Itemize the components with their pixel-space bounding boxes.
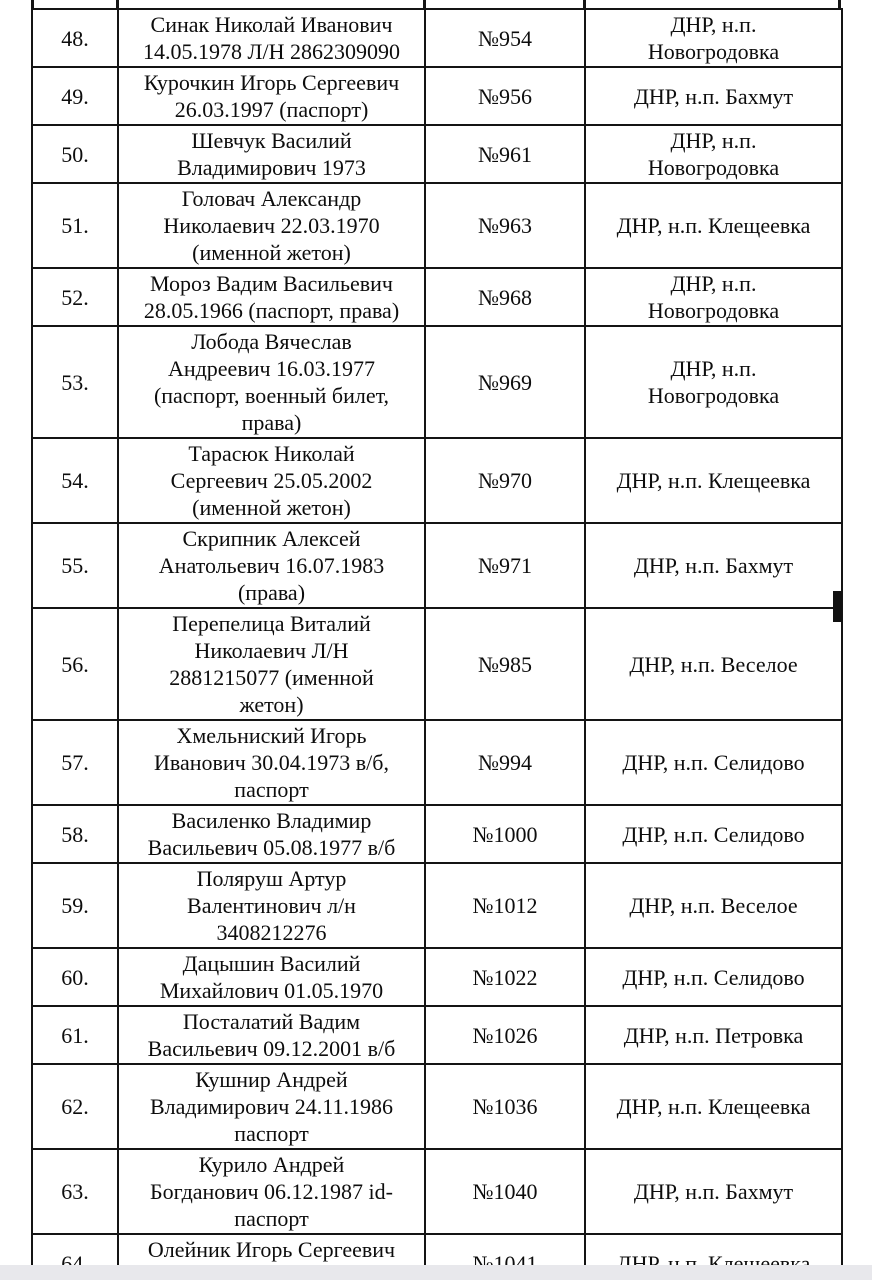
row-index-cell: 62. [31, 1063, 119, 1150]
table-row: 53. Лобода Вячеслав Андреевич 16.03.1977… [31, 325, 843, 439]
person-name-cell: Тарасюк Николай Сергеевич 25.05.2002 (им… [117, 437, 426, 524]
row-index-cell: 55. [31, 522, 119, 609]
table-row: 50. Шевчук Василий Владимирович 1973 №96… [31, 124, 843, 184]
location-cell: ДНР, н.п. Новогродовка [584, 325, 843, 439]
table-row: 52. Мороз Вадим Васильевич 28.05.1966 (п… [31, 267, 843, 327]
table-border-stub [838, 0, 841, 9]
record-number-cell: №1026 [424, 1005, 586, 1065]
row-index-cell: 50. [31, 124, 119, 184]
person-name-cell: Кушнир Андрей Владимирович 24.11.1986 па… [117, 1063, 426, 1150]
table-row: 59. Поляруш Артур Валентинович л/н 34082… [31, 862, 843, 949]
table-border-stub [116, 0, 119, 9]
scan-ink-blot [833, 591, 842, 622]
row-index-cell: 63. [31, 1148, 119, 1235]
table-row: 60. Дацышин Василий Михайлович 01.05.197… [31, 947, 843, 1007]
table-row: 57. Хмельниский Игорь Иванович 30.04.197… [31, 719, 843, 806]
person-name-cell: Синак Николай Иванович 14.05.1978 Л/Н 28… [117, 8, 426, 68]
location-cell: ДНР, н.п. Новогродовка [584, 124, 843, 184]
record-number-cell: №954 [424, 8, 586, 68]
row-index-cell: 56. [31, 607, 119, 721]
record-number-cell: №1022 [424, 947, 586, 1007]
record-number-cell: №1036 [424, 1063, 586, 1150]
location-cell: ДНР, н.п. Веселое [584, 607, 843, 721]
record-number-cell: №985 [424, 607, 586, 721]
person-name-cell: Лобода Вячеслав Андреевич 16.03.1977 (па… [117, 325, 426, 439]
record-number-cell: №994 [424, 719, 586, 806]
record-number-cell: №963 [424, 182, 586, 269]
row-index-cell: 58. [31, 804, 119, 864]
location-cell: ДНР, н.п. Клещеевка [584, 437, 843, 524]
location-cell: ДНР, н.п. Селидово [584, 804, 843, 864]
row-index-cell: 57. [31, 719, 119, 806]
person-name-cell: Дацышин Василий Михайлович 01.05.1970 [117, 947, 426, 1007]
table-border-stub [31, 0, 34, 9]
location-cell: ДНР, н.п. Новогродовка [584, 8, 843, 68]
table-row: 61. Посталатий Вадим Васильевич 09.12.20… [31, 1005, 843, 1065]
row-index-cell: 54. [31, 437, 119, 524]
record-number-cell: №956 [424, 66, 586, 126]
person-name-cell: Василенко Владимир Васильевич 05.08.1977… [117, 804, 426, 864]
row-index-cell: 49. [31, 66, 119, 126]
location-cell: ДНР, н.п. Бахмут [584, 522, 843, 609]
person-name-cell: Поляруш Артур Валентинович л/н 340821227… [117, 862, 426, 949]
table-border-stub [583, 0, 586, 9]
row-index-cell: 51. [31, 182, 119, 269]
location-cell: ДНР, н.п. Клещеевка [584, 182, 843, 269]
location-cell: ДНР, н.п. Бахмут [584, 1148, 843, 1235]
person-name-cell: Шевчук Василий Владимирович 1973 [117, 124, 426, 184]
table-row: 62. Кушнир Андрей Владимирович 24.11.198… [31, 1063, 843, 1150]
record-number-cell: №971 [424, 522, 586, 609]
detainee-roster-table: 48. Синак Николай Иванович 14.05.1978 Л/… [31, 8, 843, 1280]
location-cell: ДНР, н.п. Веселое [584, 862, 843, 949]
table-row: 48. Синак Николай Иванович 14.05.1978 Л/… [31, 8, 843, 68]
row-index-cell: 52. [31, 267, 119, 327]
table-row: 55. Скрипник Алексей Анатольевич 16.07.1… [31, 522, 843, 609]
record-number-cell: №1012 [424, 862, 586, 949]
person-name-cell: Посталатий Вадим Васильевич 09.12.2001 в… [117, 1005, 426, 1065]
person-name-cell: Хмельниский Игорь Иванович 30.04.1973 в/… [117, 719, 426, 806]
table-border-stub [423, 0, 426, 9]
record-number-cell: №968 [424, 267, 586, 327]
record-number-cell: №961 [424, 124, 586, 184]
row-index-cell: 60. [31, 947, 119, 1007]
person-name-cell: Мороз Вадим Васильевич 28.05.1966 (паспо… [117, 267, 426, 327]
record-number-cell: №1040 [424, 1148, 586, 1235]
location-cell: ДНР, н.п. Бахмут [584, 66, 843, 126]
person-name-cell: Курило Андрей Богданович 06.12.1987 id- … [117, 1148, 426, 1235]
row-index-cell: 61. [31, 1005, 119, 1065]
location-cell: ДНР, н.п. Новогродовка [584, 267, 843, 327]
table-row: 58. Василенко Владимир Васильевич 05.08.… [31, 804, 843, 864]
location-cell: ДНР, н.п. Селидово [584, 719, 843, 806]
table-row: 56. Перепелица Виталий Николаевич Л/Н 28… [31, 607, 843, 721]
person-name-cell: Скрипник Алексей Анатольевич 16.07.1983 … [117, 522, 426, 609]
table-row: 49. Курочкин Игорь Сергеевич 26.03.1997 … [31, 66, 843, 126]
table-row: 51. Головач Александр Николаевич 22.03.1… [31, 182, 843, 269]
location-cell: ДНР, н.п. Петровка [584, 1005, 843, 1065]
row-index-cell: 48. [31, 8, 119, 68]
page-bottom-strip [0, 1265, 872, 1280]
person-name-cell: Перепелица Виталий Николаевич Л/Н 288121… [117, 607, 426, 721]
row-index-cell: 53. [31, 325, 119, 439]
person-name-cell: Головач Александр Николаевич 22.03.1970 … [117, 182, 426, 269]
table-row: 54. Тарасюк Николай Сергеевич 25.05.2002… [31, 437, 843, 524]
person-name-cell: Курочкин Игорь Сергеевич 26.03.1997 (пас… [117, 66, 426, 126]
record-number-cell: №969 [424, 325, 586, 439]
location-cell: ДНР, н.п. Клещеевка [584, 1063, 843, 1150]
table-row: 63. Курило Андрей Богданович 06.12.1987 … [31, 1148, 843, 1235]
record-number-cell: №970 [424, 437, 586, 524]
location-cell: ДНР, н.п. Селидово [584, 947, 843, 1007]
record-number-cell: №1000 [424, 804, 586, 864]
row-index-cell: 59. [31, 862, 119, 949]
